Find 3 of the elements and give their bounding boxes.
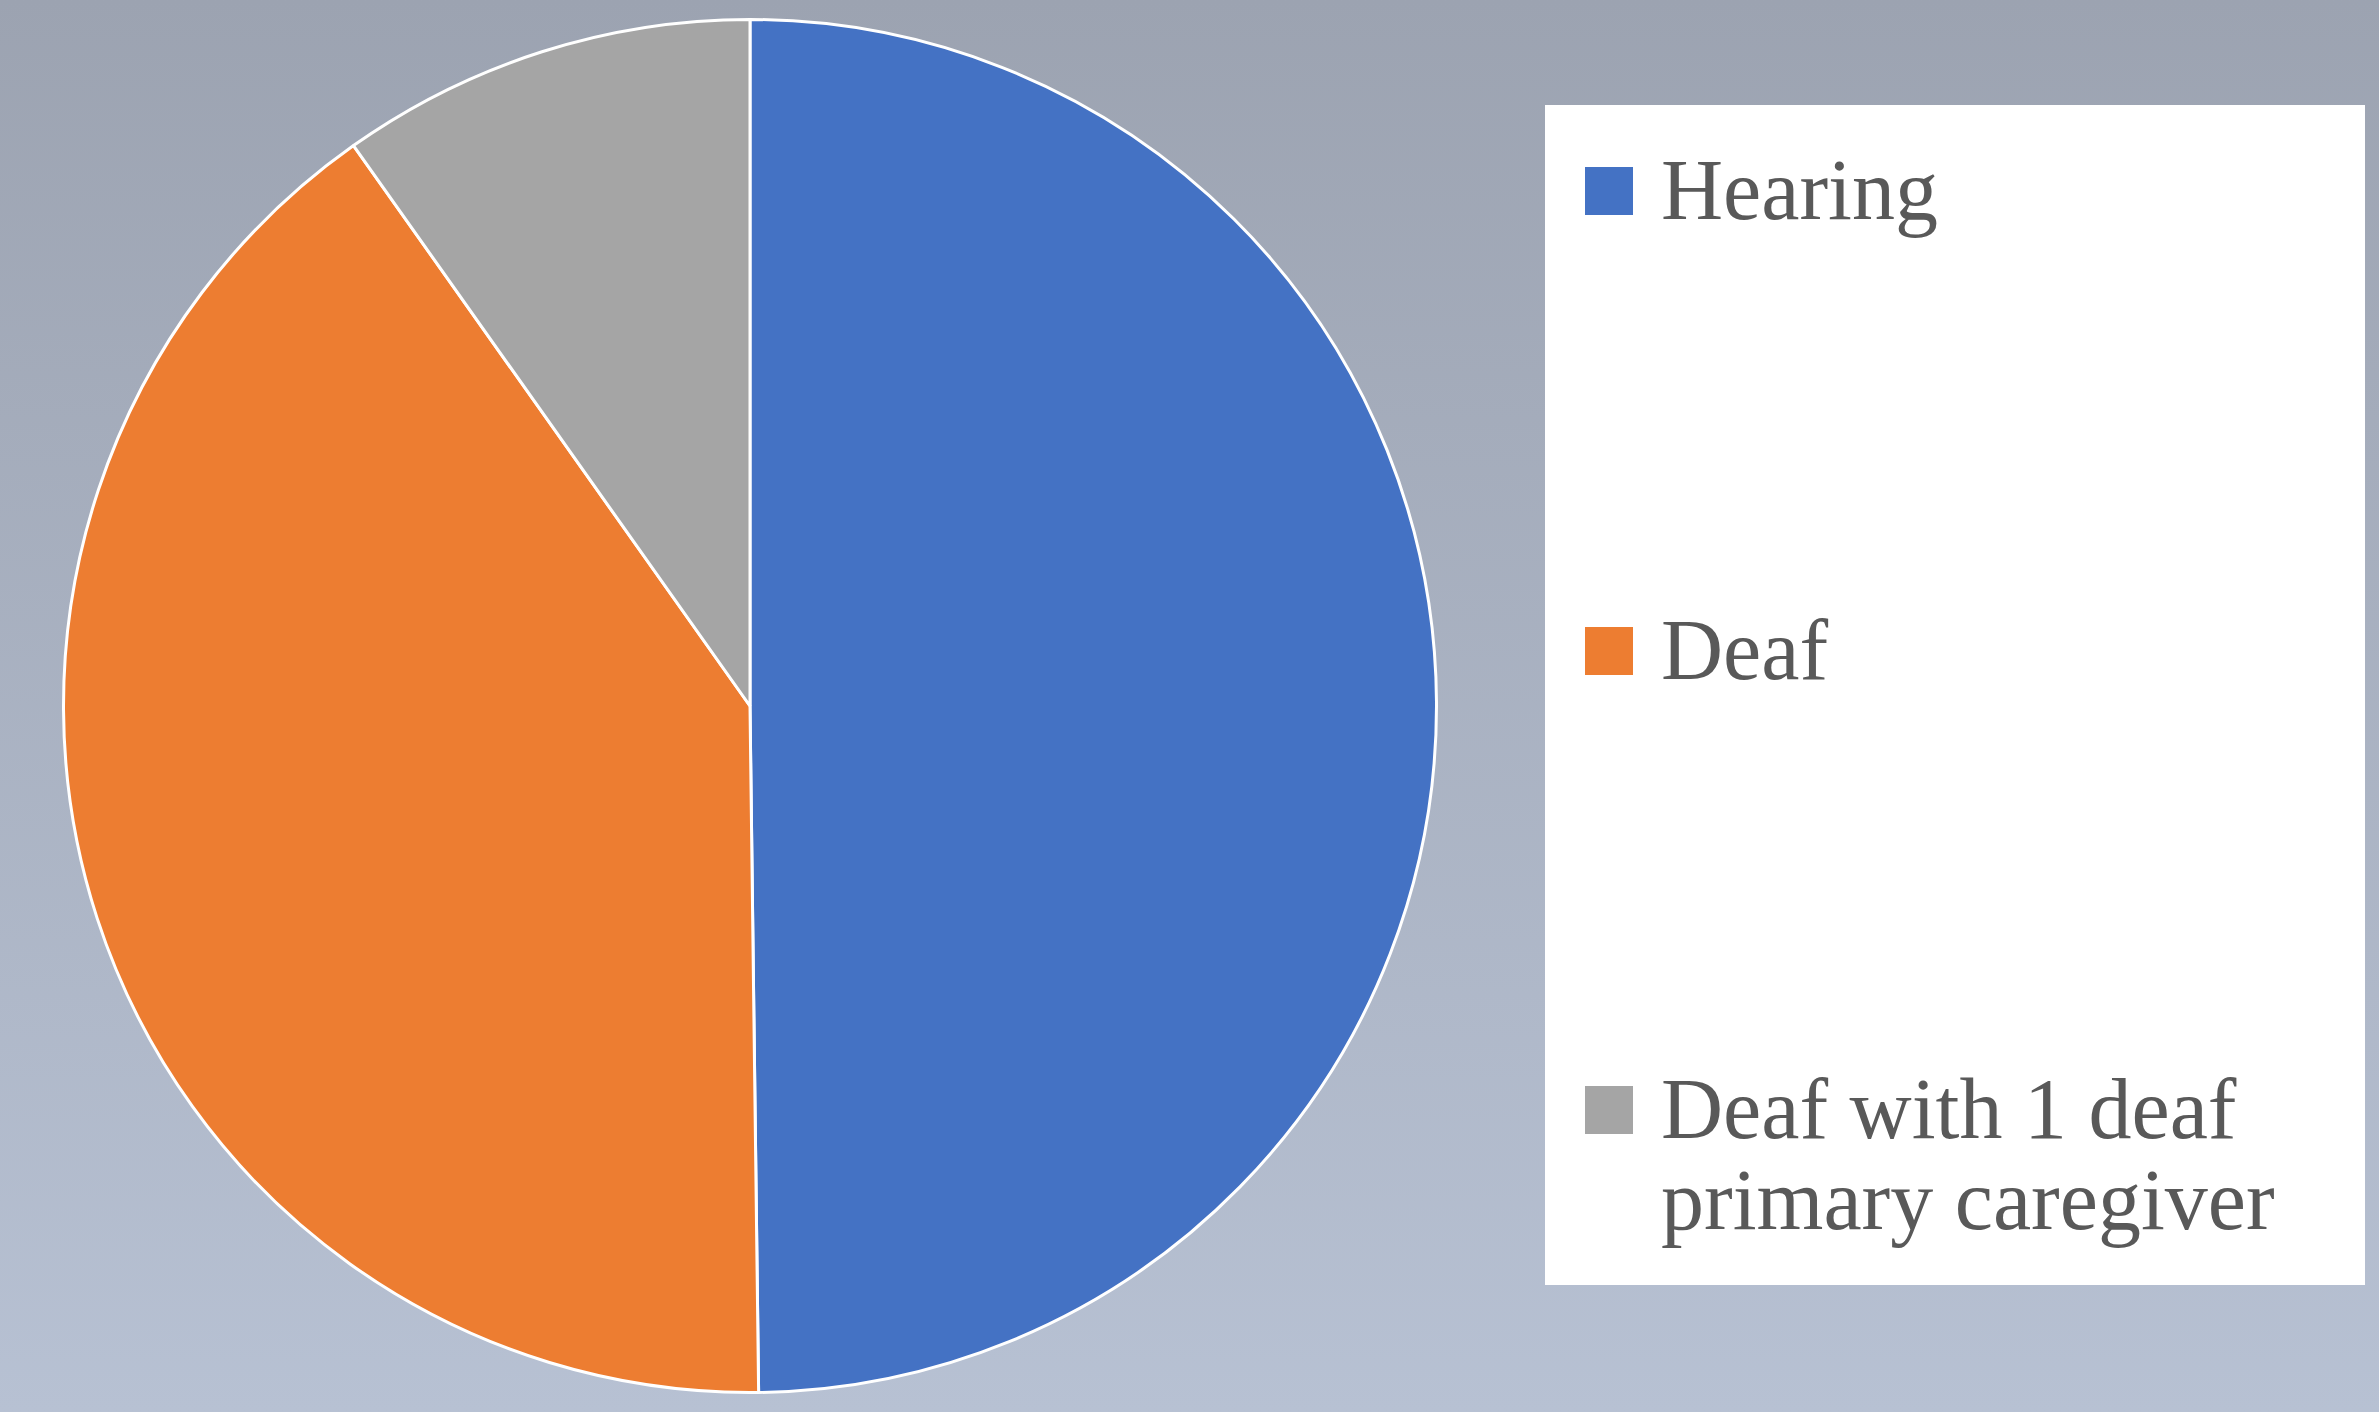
legend-label: Deaf with 1 deaf primary caregiver <box>1661 1061 2276 1248</box>
legend-label: Deaf <box>1661 601 1829 698</box>
legend-label: Hearing <box>1661 142 1938 238</box>
